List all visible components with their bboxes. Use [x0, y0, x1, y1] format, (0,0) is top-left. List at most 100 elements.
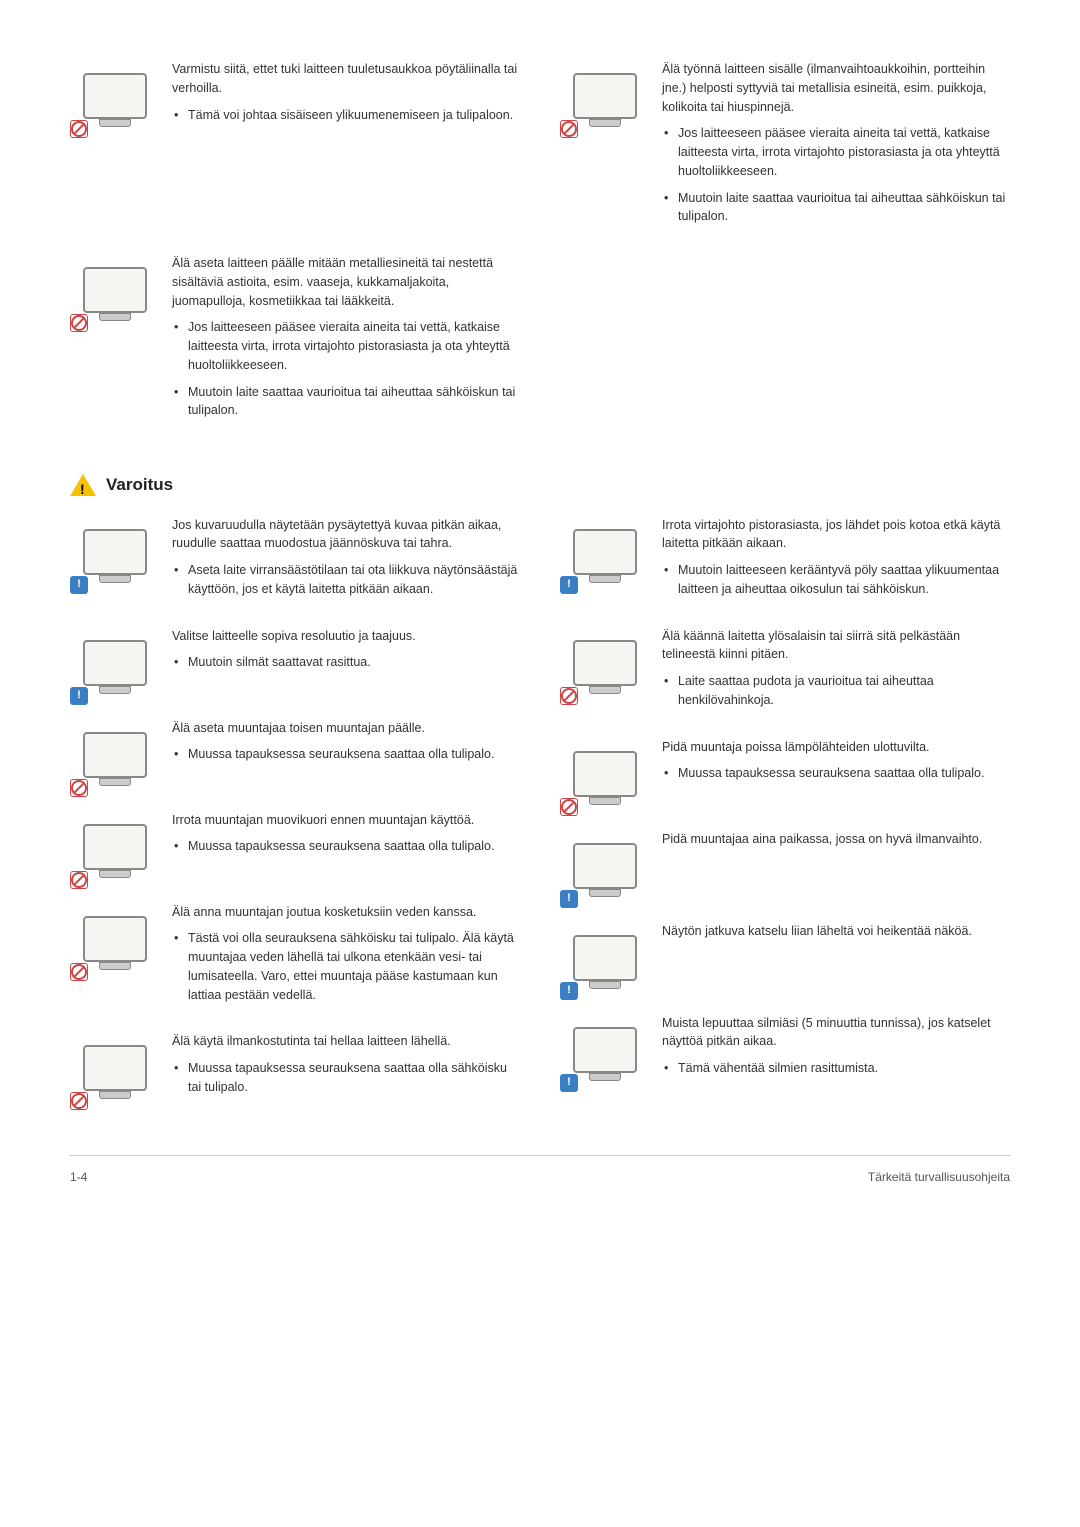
warning-text: Irrota muuntajan muovikuori ennen muunta… [172, 811, 520, 865]
page-footer: 1-4 Tärkeitä turvallisuusohjeita [70, 1155, 1010, 1186]
lead-text: Pidä muuntaja poissa lämpölähteiden ulot… [662, 738, 1010, 757]
bullet-text: Muussa tapauksessa seurauksena saattaa o… [188, 745, 520, 764]
warning-text: Älä työnnä laitteen sisälle (ilmanvaihto… [662, 60, 1010, 234]
warning-text: Pidä muuntajaa aina paikassa, jossa on h… [662, 830, 1010, 857]
illustration-icon [560, 830, 650, 902]
prohibit-badge-icon [70, 120, 88, 138]
prohibit-badge-icon [70, 871, 88, 889]
warning-text: Muista lepuuttaa silmiäsi (5 minuuttia t… [662, 1014, 1010, 1086]
bullet-text: Jos laitteeseen pääsee vieraita aineita … [678, 124, 1010, 180]
illustration-icon [560, 516, 650, 588]
bullet-text: Tämä voi johtaa sisäiseen ylikuumenemise… [188, 106, 520, 125]
section-title: Varoitus [106, 472, 173, 498]
warning-block: Älä aseta laitteen päälle mitään metalli… [70, 254, 520, 428]
lead-text: Älä aseta muuntajaa toisen muuntajan pää… [172, 719, 520, 738]
lead-text: Älä työnnä laitteen sisälle (ilmanvaihto… [662, 60, 1010, 116]
illustration-icon [560, 627, 650, 699]
warning-text: Valitse laitteelle sopiva resoluutio ja … [172, 627, 520, 681]
prohibit-badge-icon [560, 120, 578, 138]
lead-text: Älä käytä ilmankostutinta tai hellaa lai… [172, 1032, 520, 1051]
prohibit-badge-icon [560, 687, 578, 705]
prohibit-badge-icon [560, 798, 578, 816]
bullet-text: Aseta laite virransäästötilaan tai ota l… [188, 561, 520, 599]
prohibit-badge-icon [70, 963, 88, 981]
prohibit-badge-icon [70, 314, 88, 332]
prohibit-badge-icon [70, 1092, 88, 1110]
bullet-text: Muutoin laite saattaa vaurioitua tai aih… [188, 383, 520, 421]
info-badge-icon [560, 982, 578, 1000]
illustration-icon [70, 60, 160, 132]
info-badge-icon [560, 1074, 578, 1092]
page-content: Varmistu siitä, ettet tuki laitteen tuul… [70, 60, 1010, 1125]
empty-cell [560, 254, 1010, 448]
bullet-text: Muussa tapauksessa seurauksena saattaa o… [188, 837, 520, 856]
bullet-text: Tämä vähentää silmien rasittumista. [678, 1059, 1010, 1078]
illustration-icon [560, 738, 650, 810]
illustration-icon [70, 811, 160, 883]
illustration-icon [560, 922, 650, 994]
info-badge-icon [70, 687, 88, 705]
lead-text: Älä käännä laitetta ylösalaisin tai siir… [662, 627, 1010, 665]
warning-block: Varmistu siitä, ettet tuki laitteen tuul… [70, 60, 520, 234]
warning-block: Pidä muuntajaa aina paikassa, jossa on h… [560, 830, 1010, 902]
bullet-text: Tästä voi olla seurauksena sähköisku tai… [188, 929, 520, 1004]
warning-block: Älä anna muuntajan joutua kosketuksiin v… [70, 903, 520, 1013]
warning-text: Näytön jatkuva katselu liian läheltä voi… [662, 922, 1010, 949]
bullet-text: Muussa tapauksessa seurauksena saattaa o… [188, 1059, 520, 1097]
warning-triangle-icon [70, 474, 96, 496]
warning-text: Älä anna muuntajan joutua kosketuksiin v… [172, 903, 520, 1013]
lead-text: Muista lepuuttaa silmiäsi (5 minuuttia t… [662, 1014, 1010, 1052]
warning-text: Älä käytä ilmankostutinta tai hellaa lai… [172, 1032, 520, 1104]
bullet-text: Muutoin silmät saattavat rasittua. [188, 653, 520, 672]
page-number: 1-4 [70, 1168, 87, 1186]
lead-text: Älä aseta laitteen päälle mitään metalli… [172, 254, 520, 310]
warning-block: Älä aseta muuntajaa toisen muuntajan pää… [70, 719, 520, 791]
warning-text: Jos kuvaruudulla näytetään pysäytettyä k… [172, 516, 520, 607]
illustration-icon [70, 903, 160, 975]
bullet-text: Muutoin laitteeseen kerääntyvä pöly saat… [678, 561, 1010, 599]
bullet-text: Muutoin laite saattaa vaurioitua tai aih… [678, 189, 1010, 227]
warning-block: Irrota virtajohto pistorasiasta, jos läh… [560, 516, 1010, 607]
info-badge-icon [560, 576, 578, 594]
bullet-text: Jos laitteeseen pääsee vieraita aineita … [188, 318, 520, 374]
illustration-icon [70, 1032, 160, 1104]
lead-text: Varmistu siitä, ettet tuki laitteen tuul… [172, 60, 520, 98]
illustration-icon [560, 1014, 650, 1086]
warning-block: Muista lepuuttaa silmiäsi (5 minuuttia t… [560, 1014, 1010, 1086]
warning-block: Näytön jatkuva katselu liian läheltä voi… [560, 922, 1010, 994]
lead-text: Näytön jatkuva katselu liian läheltä voi… [662, 922, 1010, 941]
lead-text: Jos kuvaruudulla näytetään pysäytettyä k… [172, 516, 520, 554]
lead-text: Irrota virtajohto pistorasiasta, jos läh… [662, 516, 1010, 554]
prohibit-badge-icon [70, 779, 88, 797]
warning-block: Älä työnnä laitteen sisälle (ilmanvaihto… [560, 60, 1010, 234]
warning-text: Älä aseta laitteen päälle mitään metalli… [172, 254, 520, 428]
warning-text: Älä käännä laitetta ylösalaisin tai siir… [662, 627, 1010, 718]
right-column: Irrota virtajohto pistorasiasta, jos läh… [560, 516, 1010, 1125]
warning-block: Irrota muuntajan muovikuori ennen muunta… [70, 811, 520, 883]
illustration-icon [70, 627, 160, 699]
warning-block: Valitse laitteelle sopiva resoluutio ja … [70, 627, 520, 699]
warning-text: Pidä muuntaja poissa lämpölähteiden ulot… [662, 738, 1010, 792]
warning-block: Älä käytä ilmankostutinta tai hellaa lai… [70, 1032, 520, 1104]
illustration-icon [70, 254, 160, 326]
illustration-icon [560, 60, 650, 132]
warning-text: Irrota virtajohto pistorasiasta, jos läh… [662, 516, 1010, 607]
lead-text: Älä anna muuntajan joutua kosketuksiin v… [172, 903, 520, 922]
warning-text: Varmistu siitä, ettet tuki laitteen tuul… [172, 60, 520, 132]
left-column: Jos kuvaruudulla näytetään pysäytettyä k… [70, 516, 520, 1125]
footer-title: Tärkeitä turvallisuusohjeita [868, 1168, 1010, 1186]
warning-block: Jos kuvaruudulla näytetään pysäytettyä k… [70, 516, 520, 607]
info-badge-icon [560, 890, 578, 908]
warning-block: Älä käännä laitetta ylösalaisin tai siir… [560, 627, 1010, 718]
section-heading: Varoitus [70, 472, 1010, 498]
bullet-text: Laite saattaa pudota ja vaurioitua tai a… [678, 672, 1010, 710]
lead-text: Pidä muuntajaa aina paikassa, jossa on h… [662, 830, 1010, 849]
warning-text: Älä aseta muuntajaa toisen muuntajan pää… [172, 719, 520, 773]
info-badge-icon [70, 576, 88, 594]
lead-text: Valitse laitteelle sopiva resoluutio ja … [172, 627, 520, 646]
lead-text: Irrota muuntajan muovikuori ennen muunta… [172, 811, 520, 830]
illustration-icon [70, 516, 160, 588]
warning-block: Pidä muuntaja poissa lämpölähteiden ulot… [560, 738, 1010, 810]
bullet-text: Muussa tapauksessa seurauksena saattaa o… [678, 764, 1010, 783]
illustration-icon [70, 719, 160, 791]
